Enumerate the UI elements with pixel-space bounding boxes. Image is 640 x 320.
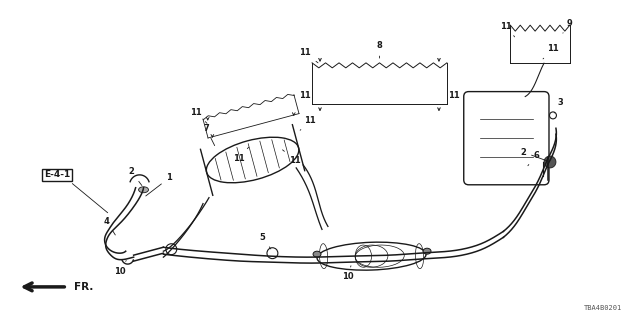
Text: 11: 11 — [190, 108, 207, 123]
Text: 11: 11 — [500, 22, 515, 37]
Text: FR.: FR. — [74, 282, 93, 292]
Text: 5: 5 — [260, 233, 271, 249]
Text: 6: 6 — [528, 150, 539, 166]
Text: TBA4B0201: TBA4B0201 — [584, 305, 622, 311]
Text: 11: 11 — [300, 116, 316, 130]
Text: 10: 10 — [114, 260, 126, 276]
Ellipse shape — [313, 251, 321, 257]
Text: 10: 10 — [342, 266, 353, 282]
Text: 11: 11 — [282, 150, 301, 164]
Text: 11: 11 — [233, 147, 249, 163]
Text: 3: 3 — [554, 98, 563, 113]
Text: 2: 2 — [520, 148, 547, 161]
Text: E-4-1: E-4-1 — [44, 170, 70, 180]
Text: 11: 11 — [443, 91, 460, 105]
Text: 11: 11 — [543, 44, 559, 59]
Text: 9: 9 — [563, 19, 573, 33]
Text: 11: 11 — [300, 91, 316, 105]
Circle shape — [544, 156, 556, 168]
Text: 11: 11 — [300, 48, 318, 63]
Text: 4: 4 — [104, 217, 115, 235]
Text: 2: 2 — [129, 167, 142, 186]
Text: 1: 1 — [146, 173, 172, 196]
Text: 8: 8 — [376, 42, 382, 58]
Ellipse shape — [139, 187, 148, 193]
Text: 7: 7 — [203, 124, 214, 146]
Ellipse shape — [423, 248, 431, 254]
